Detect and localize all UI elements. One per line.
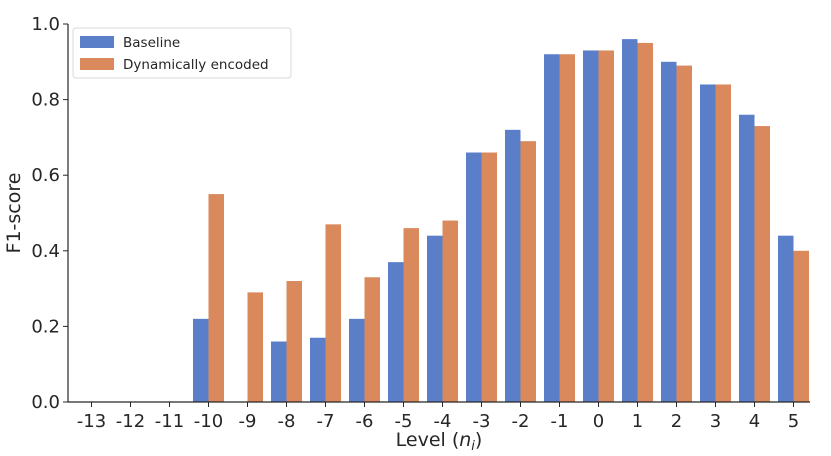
bar-baseline--2 (505, 129, 521, 402)
x-tick-label: 1 (632, 411, 643, 432)
legend: Baseline Dynamically encoded (72, 27, 292, 79)
legend-swatch-dynamic (80, 58, 114, 70)
bars-group (193, 39, 809, 403)
x-tick-label: -3 (473, 411, 491, 432)
x-tick-label: -9 (239, 411, 257, 432)
y-tick-label: 0.0 (31, 392, 60, 413)
bar-dynamic--5 (403, 228, 419, 402)
bar-baseline--7 (310, 337, 326, 402)
bar-dynamic--6 (364, 277, 380, 402)
y-axis-title: F1-score (3, 173, 25, 254)
bar-dynamic--9 (247, 292, 263, 402)
x-tick-label: -6 (356, 411, 374, 432)
x-tick-group: -13 -12 -11 -10 -9 -8 -7 -6 -5 -4 -3 -2 -1 0 1 2 3 4 5 (77, 402, 799, 432)
bar-dynamic--8 (286, 281, 302, 402)
legend-frame (72, 27, 292, 79)
x-tick-label: -11 (155, 411, 184, 432)
bar-baseline--1 (544, 54, 560, 403)
x-tick-label: 0 (593, 411, 604, 432)
x-axis-title: Level (ni) (396, 429, 483, 454)
bar-dynamic-3 (715, 84, 731, 402)
bar-baseline-4 (739, 114, 755, 402)
x-tick-label: -10 (194, 411, 223, 432)
legend-swatch-baseline (80, 36, 114, 48)
x-axis-title-suffix: ) (475, 429, 482, 451)
bar-dynamic--10 (208, 194, 224, 402)
y-tick-label: 0.8 (31, 90, 60, 111)
bar-baseline-5 (778, 235, 794, 402)
bar-baseline-0 (583, 50, 599, 403)
y-tick-label: 1.0 (31, 14, 60, 35)
x-axis-title-prefix: Level ( (396, 429, 460, 451)
bar-dynamic-1 (637, 42, 653, 403)
x-tick-label: 4 (749, 411, 760, 432)
bar-baseline-3 (700, 84, 716, 402)
x-tick-label: -8 (278, 411, 296, 432)
bar-baseline-1 (622, 39, 638, 403)
legend-label-dynamic: Dynamically encoded (123, 57, 269, 73)
bar-dynamic-0 (598, 50, 614, 403)
y-tick-label: 0.6 (31, 165, 60, 186)
y-tick-label: 0.4 (31, 241, 60, 262)
x-tick-label: -2 (512, 411, 530, 432)
bar-dynamic-5 (793, 250, 809, 402)
legend-label-baseline: Baseline (123, 35, 180, 51)
y-tick-group: 0.0 0.2 0.4 0.6 0.8 1.0 (31, 14, 68, 413)
bar-dynamic--2 (520, 141, 536, 402)
x-tick-label: 5 (788, 411, 799, 432)
x-axis-title-sub: i (471, 439, 475, 454)
y-tick-label: 0.2 (31, 316, 60, 337)
bar-baseline--4 (427, 235, 443, 402)
x-tick-label: -5 (395, 411, 413, 432)
bar-dynamic-4 (754, 126, 770, 402)
bar-baseline--10 (193, 318, 209, 402)
x-axis-title-var: n (459, 429, 471, 451)
bar-dynamic--1 (559, 54, 575, 403)
x-tick-label: -4 (434, 411, 452, 432)
x-tick-label: -1 (551, 411, 569, 432)
bar-baseline--8 (271, 341, 287, 402)
bar-dynamic-2 (676, 65, 692, 402)
bar-baseline--3 (466, 152, 482, 402)
x-tick-label: 3 (710, 411, 721, 432)
bar-dynamic--4 (442, 220, 458, 402)
bar-dynamic--7 (325, 224, 341, 402)
bar-baseline--5 (388, 262, 404, 402)
x-tick-label: 2 (671, 411, 682, 432)
x-tick-label: -7 (317, 411, 335, 432)
x-tick-label: -13 (77, 411, 106, 432)
bar-baseline--6 (349, 318, 365, 402)
x-tick-label: -12 (116, 411, 145, 432)
bar-dynamic--3 (481, 152, 497, 402)
bar-baseline-2 (661, 61, 677, 403)
